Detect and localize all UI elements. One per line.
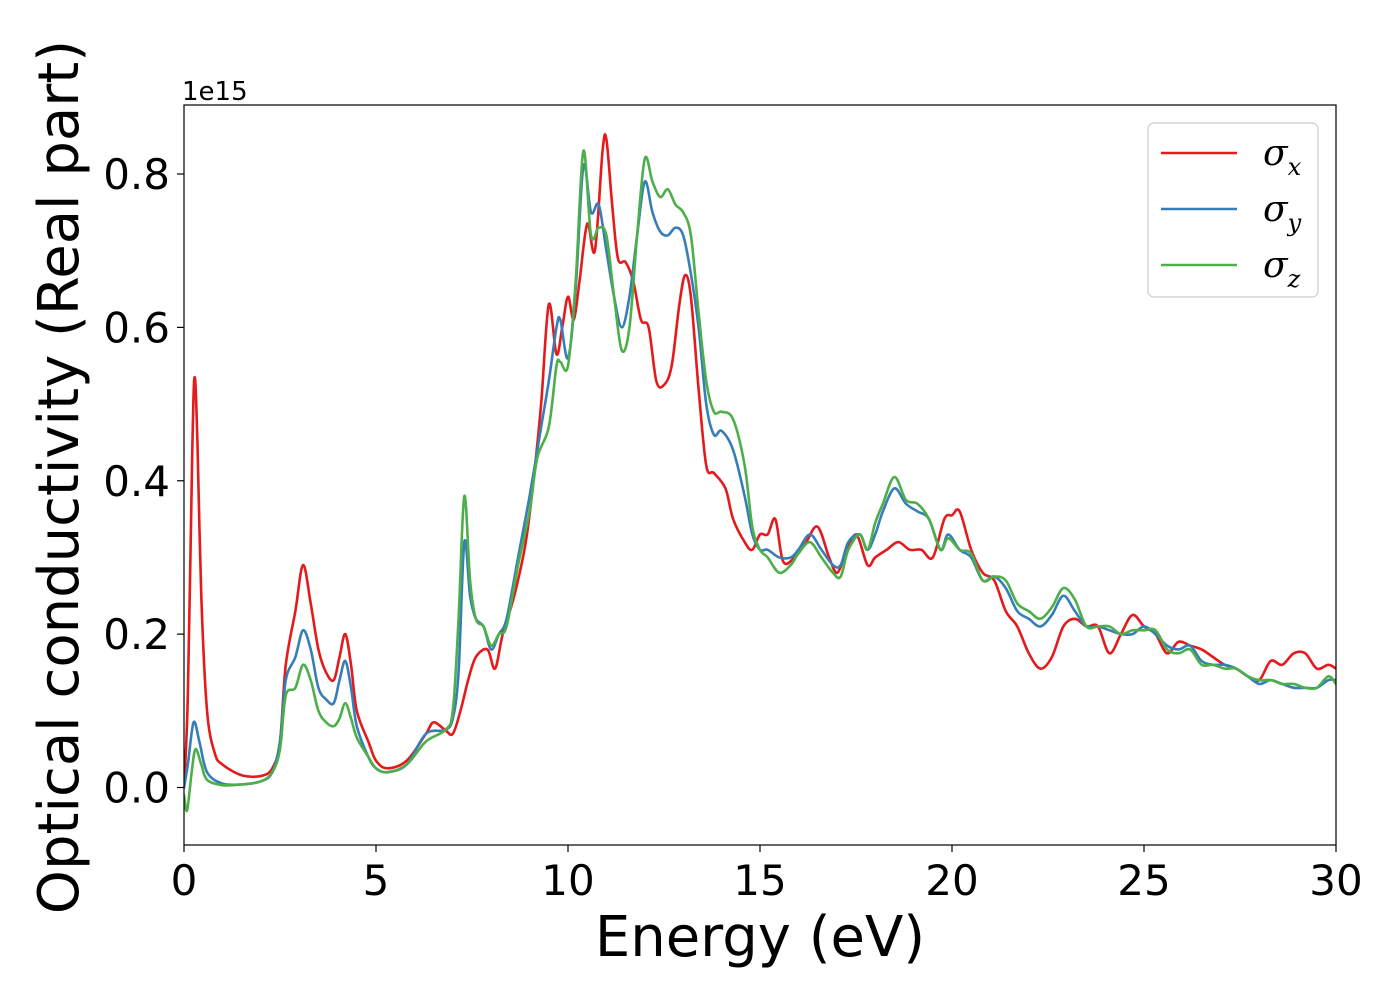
series-layer <box>184 133 1336 813</box>
x-tick-label: 5 <box>363 856 390 905</box>
x-tick-label: 25 <box>1117 856 1170 905</box>
x-axis-title: Energy (eV) <box>595 905 925 970</box>
y-tick-label: 0.0 <box>103 763 170 812</box>
legend-label-z: σz <box>1263 245 1301 293</box>
legend: σx σy σz <box>1147 122 1319 298</box>
y-tick-label: 0.4 <box>103 457 170 506</box>
y-tick-label: 0.2 <box>103 610 170 659</box>
x-tick-label: 0 <box>171 856 198 905</box>
x-tick-label: 20 <box>925 856 978 905</box>
y-tick-label: 0.6 <box>103 303 170 352</box>
y-offset-label: 1e15 <box>182 77 248 107</box>
ticks-layer: 0 5 10 15 20 25 30 0.0 0.2 0.4 0.6 0.8 <box>103 150 1363 905</box>
legend-label-x: σx <box>1263 133 1302 181</box>
x-tick-label: 10 <box>541 856 594 905</box>
legend-label-y: σy <box>1263 189 1302 237</box>
y-tick-label: 0.8 <box>103 150 170 199</box>
x-tick-label: 15 <box>733 856 786 905</box>
series-line-y <box>184 163 1336 789</box>
x-tick-label: 30 <box>1309 856 1362 905</box>
y-axis-title: Optical conductivity (Real part) <box>27 40 92 914</box>
series-line-z <box>184 149 1336 813</box>
